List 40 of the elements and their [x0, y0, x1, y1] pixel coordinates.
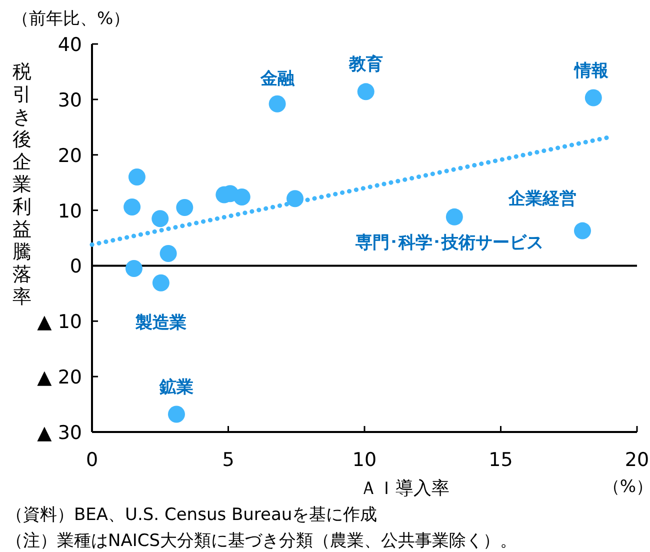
text: （%） [602, 477, 650, 497]
point [233, 188, 250, 206]
text: 税引き後企業利益騰落率 [12, 61, 32, 308]
annotation: 企業経営 [508, 188, 576, 209]
y-tick-label: ▲ 10 [37, 311, 82, 334]
y-tick-label: 10 [58, 200, 82, 222]
x-tick-label: 20 [624, 449, 650, 471]
point [125, 260, 142, 277]
point [446, 208, 463, 226]
point [152, 274, 170, 292]
point [268, 95, 286, 112]
point [584, 89, 602, 106]
x-axis-title: ＡＩ導入率 [360, 478, 450, 499]
point [357, 83, 374, 100]
annotation: 情報 [573, 60, 610, 81]
y-tick-label: 20 [58, 144, 82, 167]
y-tick-label: 40 [58, 34, 82, 56]
annotation: 鉱業 [158, 377, 194, 398]
point [168, 406, 185, 423]
y-tick-label: 0 [70, 256, 82, 278]
point [574, 222, 591, 240]
annotation: 金融 [259, 68, 296, 89]
x-tick-label: 10 [352, 449, 377, 471]
y-tick-label: ▲ 20 [37, 366, 82, 389]
x-tick-label: 15 [488, 449, 513, 471]
point [160, 245, 177, 262]
annotation: 教育 [348, 54, 383, 75]
x-tick-label: 0 [86, 449, 98, 471]
annotation: 製造業 [134, 312, 186, 333]
point [152, 210, 169, 228]
text: （前年比、%） [12, 9, 130, 29]
y-tick-label: ▲ 30 [37, 422, 82, 444]
annotation: 専門･科学･技術サービス [354, 232, 544, 253]
point [124, 198, 141, 216]
text: （注）業種はNAICS大分類に基づき分類（農業、公共事業除く）。 [6, 531, 518, 551]
point [176, 199, 194, 216]
x-tick-label: 5 [222, 449, 234, 471]
text: （資料）BEA、U.S. Census Bureauを基に作成 [6, 505, 378, 525]
point [128, 168, 146, 186]
y-tick-label: 30 [58, 89, 82, 112]
